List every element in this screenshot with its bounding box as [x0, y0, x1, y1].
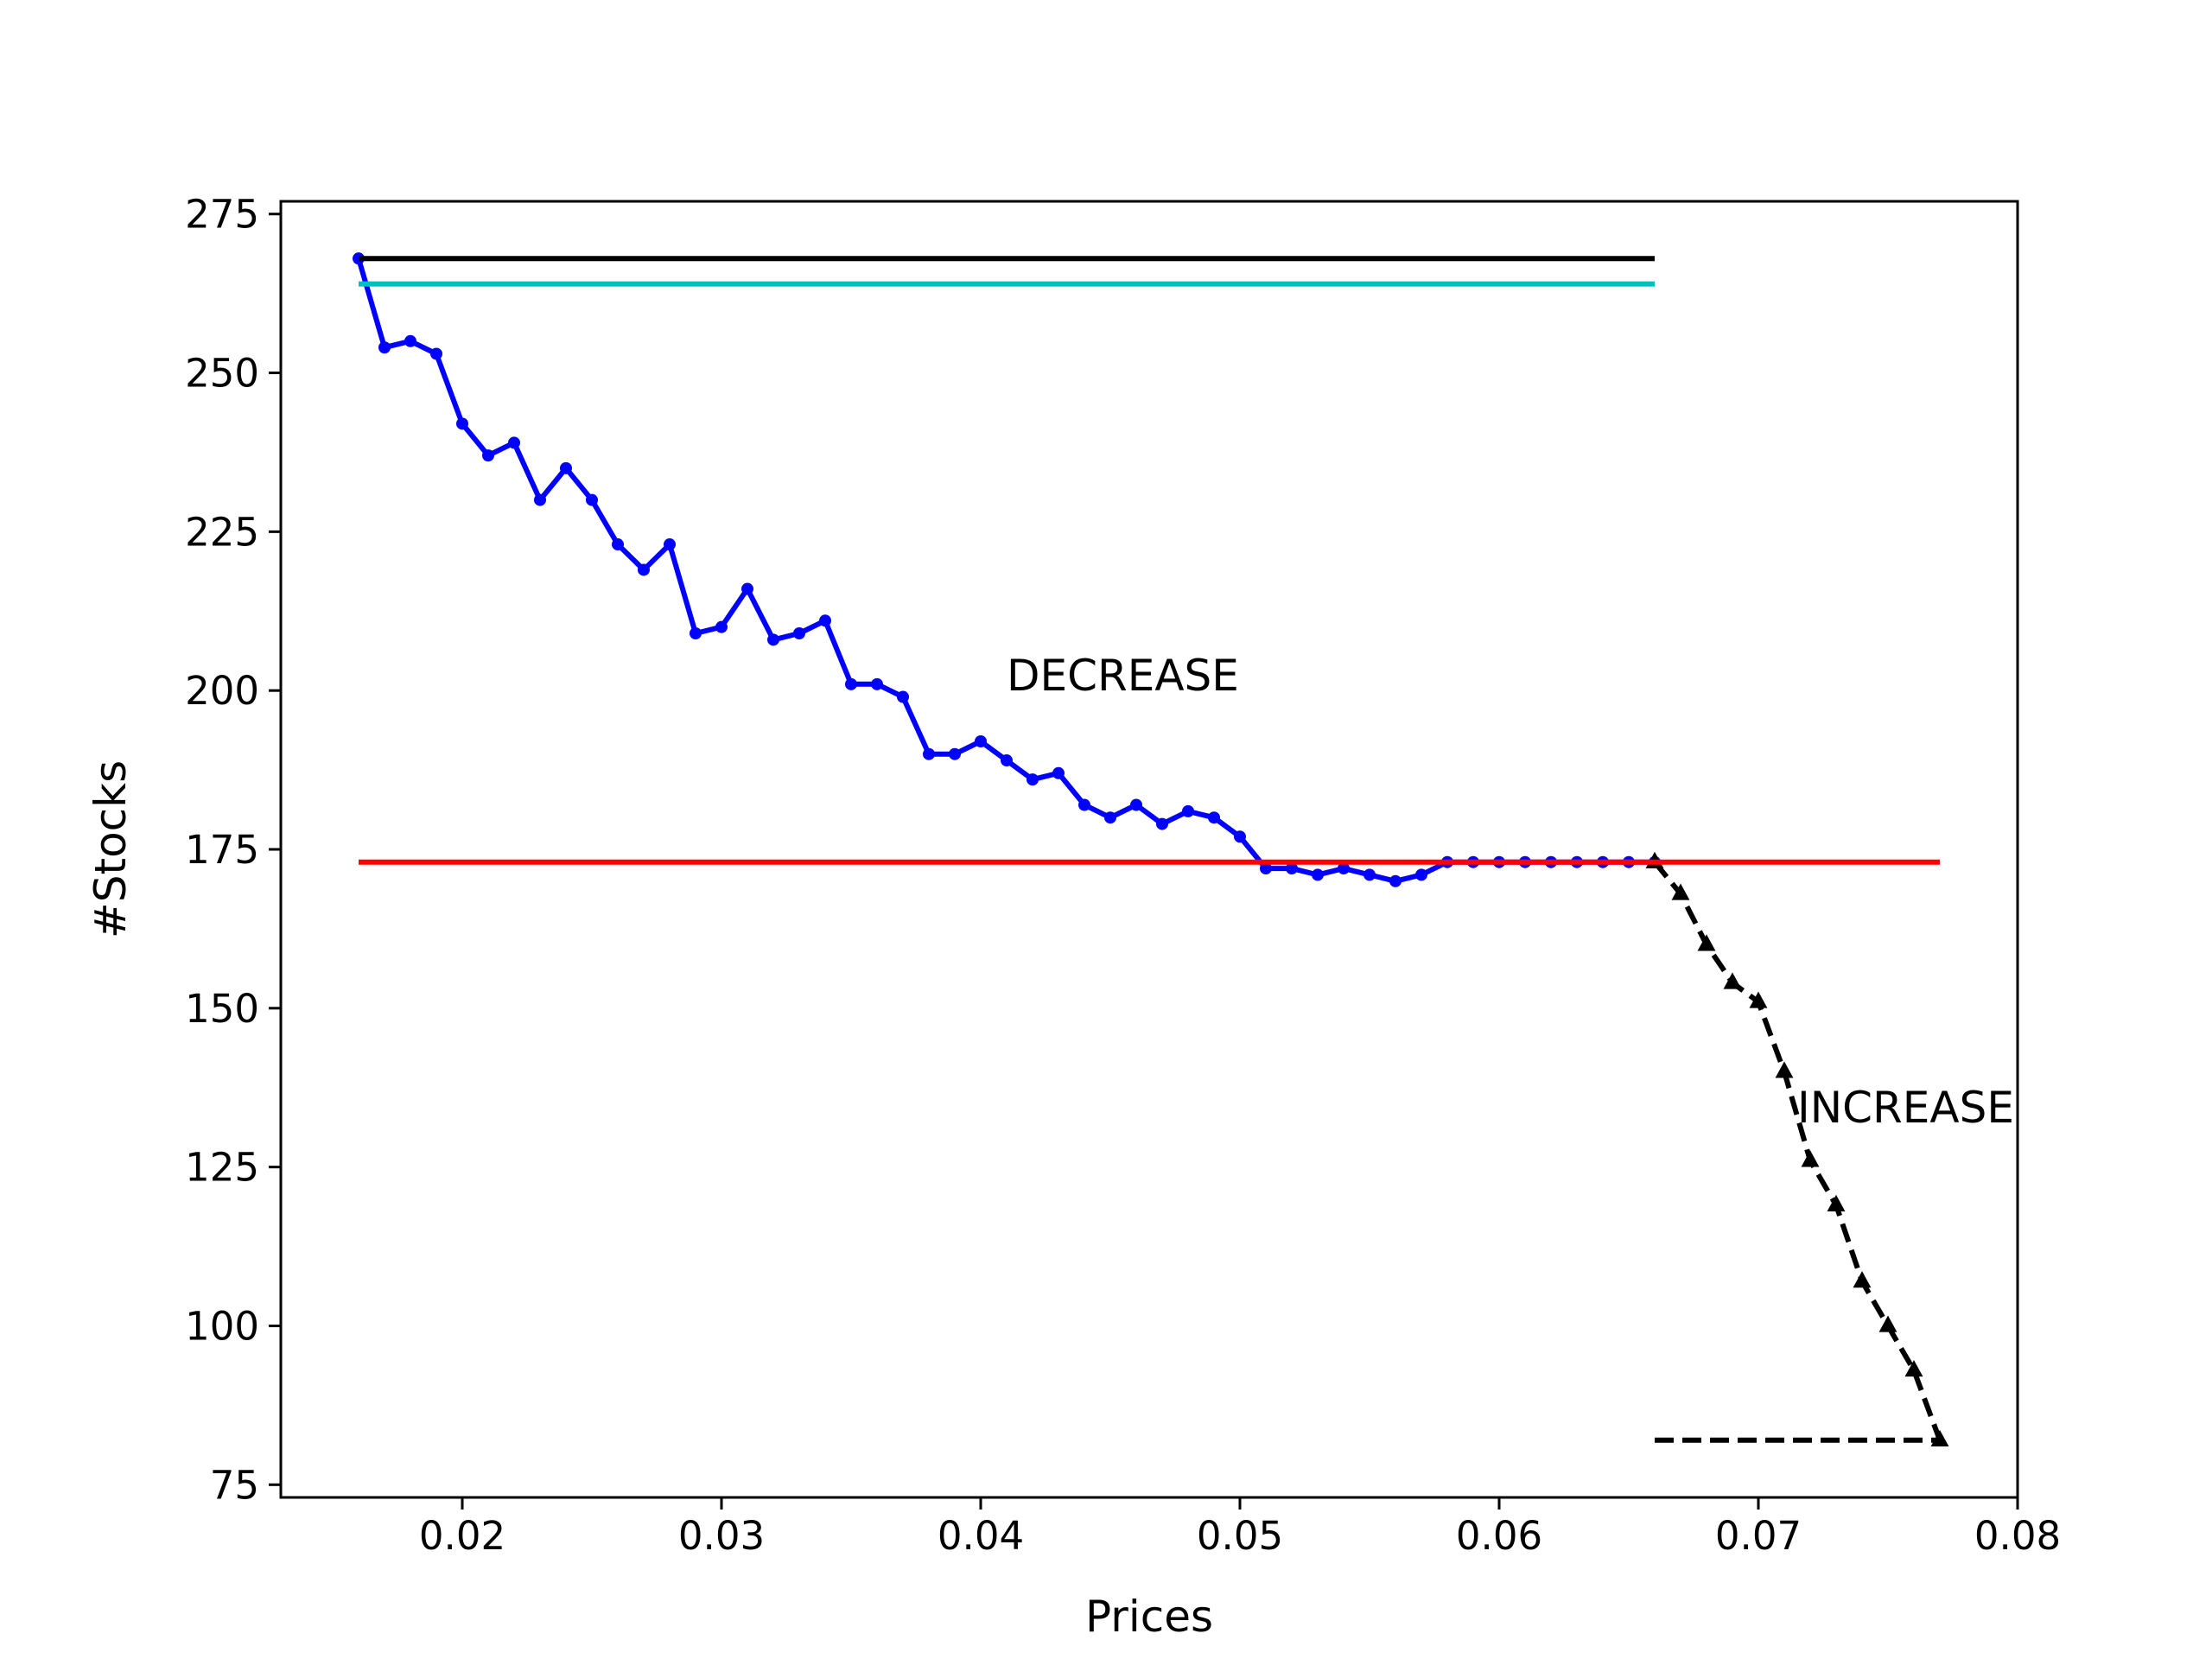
- x-axis-label: Prices: [1085, 1592, 1213, 1642]
- y-tick-label: 100: [185, 1303, 259, 1349]
- data-point: [586, 493, 598, 506]
- x-tick-label: 0.06: [1456, 1513, 1542, 1559]
- data-point: [1878, 1315, 1897, 1332]
- data-point: [430, 347, 442, 360]
- data-point: [508, 436, 520, 449]
- data-point: [456, 417, 468, 430]
- data-point: [1827, 1194, 1846, 1211]
- data-point: [664, 538, 676, 551]
- data-point: [1260, 862, 1272, 875]
- data-point: [1001, 754, 1013, 767]
- data-point: [1389, 874, 1402, 887]
- y-axis-label: #Stocks: [86, 760, 136, 938]
- annotation-increase: INCREASE: [1797, 1083, 2014, 1133]
- data-point: [1671, 883, 1690, 900]
- data-point: [1104, 811, 1116, 824]
- data-point: [1697, 934, 1716, 951]
- data-point: [975, 735, 987, 747]
- y-tick-label: 200: [185, 668, 259, 714]
- data-point: [923, 747, 935, 760]
- series-line-1: [1652, 860, 1942, 1441]
- y-tick-label: 250: [185, 351, 259, 397]
- y-tick-label: 125: [185, 1145, 259, 1191]
- data-point: [1208, 811, 1220, 824]
- data-point: [1286, 862, 1298, 875]
- x-axis: 0.02 0.03 0.04 0.05 0.06 0.07 0.08: [419, 1497, 2061, 1559]
- x-tick-label: 0.02: [419, 1513, 505, 1559]
- data-point: [949, 747, 961, 760]
- data-point: [534, 493, 546, 506]
- data-point: [1363, 868, 1376, 881]
- data-point: [845, 677, 857, 690]
- series-layer: [353, 252, 1949, 1447]
- data-point: [1801, 1150, 1820, 1167]
- data-point: [1749, 991, 1768, 1008]
- data-point: [1078, 798, 1090, 811]
- data-point: [1338, 862, 1350, 875]
- data-point: [793, 627, 805, 639]
- data-point: [741, 582, 753, 595]
- y-tick-label: 150: [185, 986, 259, 1032]
- data-point: [690, 627, 702, 639]
- data-point: [638, 563, 650, 576]
- data-point: [1723, 972, 1742, 989]
- annotation-decrease: DECREASE: [1007, 651, 1239, 701]
- data-point: [1904, 1359, 1923, 1377]
- data-point: [871, 677, 883, 690]
- x-tick-label: 0.04: [938, 1513, 1024, 1559]
- y-tick-label: 175: [185, 827, 259, 873]
- data-point: [612, 538, 624, 551]
- data-point: [1027, 773, 1039, 786]
- data-point: [378, 341, 391, 354]
- data-point: [482, 449, 494, 462]
- data-point: [897, 690, 909, 703]
- data-point: [1415, 868, 1427, 881]
- data-point: [1052, 766, 1065, 779]
- x-tick-label: 0.08: [1974, 1513, 2061, 1559]
- y-tick-label: 75: [210, 1462, 259, 1508]
- data-point: [1312, 868, 1324, 881]
- data-point: [819, 614, 831, 627]
- data-point: [715, 620, 728, 633]
- annotation-layer: DECREASE INCREASE: [1007, 651, 2014, 1133]
- data-point: [1130, 798, 1142, 811]
- data-point: [1775, 1061, 1794, 1078]
- y-axis: 75 100 125 150 175 200 225 250 275: [185, 192, 281, 1508]
- x-tick-label: 0.03: [678, 1513, 765, 1559]
- y-tick-label: 225: [185, 509, 259, 555]
- data-point: [767, 633, 779, 646]
- data-point: [404, 334, 416, 347]
- data-point: [560, 461, 572, 474]
- data-point: [1234, 830, 1246, 843]
- x-tick-label: 0.05: [1197, 1513, 1283, 1559]
- data-point: [1156, 817, 1168, 830]
- data-point: [1853, 1271, 1872, 1288]
- y-tick-label: 275: [185, 192, 259, 238]
- x-tick-label: 0.07: [1715, 1513, 1802, 1559]
- data-point: [1182, 804, 1194, 817]
